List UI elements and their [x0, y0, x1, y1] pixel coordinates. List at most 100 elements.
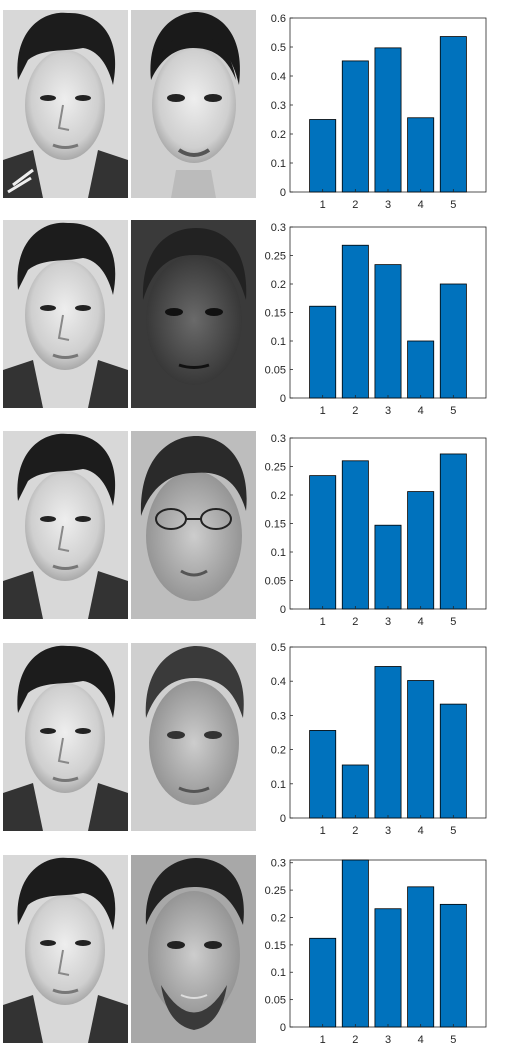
- y-tick-label: 0.3: [271, 222, 286, 234]
- y-tick-label: 0: [280, 604, 286, 616]
- x-tick-label: 5: [450, 199, 456, 211]
- bar-3: [374, 524, 402, 610]
- y-tick-label: 0.5: [271, 642, 286, 654]
- x-tick-label: 4: [418, 616, 424, 628]
- comparison-row-1: 0 0.1 0.2 0.3 0.4 0.5 0.6 1 2 3 4 5: [0, 0, 521, 211]
- boy-glasses-face-image: [131, 431, 256, 619]
- bar-chart-svg: 0 0.1 0.2 0.3 0.4 0.5 0.6 1 2 3 4 5: [271, 13, 487, 211]
- bar-3: [374, 666, 402, 819]
- bar-2: [341, 859, 369, 1028]
- y-tick-label: 0.15: [265, 519, 286, 531]
- y-tick-label: 0.1: [271, 336, 286, 348]
- bar-3: [374, 908, 402, 1028]
- x-tick-label: 1: [320, 1034, 326, 1046]
- y-tick-label: 0.3: [271, 433, 286, 445]
- bar-chart-svg: 0 0.1 0.2 0.3 0.4 0.5 1 2 3 4 5: [271, 642, 487, 837]
- bar-5: [439, 283, 467, 399]
- bar-5: [439, 703, 467, 819]
- bar-4: [407, 117, 435, 193]
- x-tick-label: 3: [385, 405, 391, 417]
- y-tick-label: 0.2: [271, 912, 286, 924]
- y-tick-label: 0.05: [265, 365, 286, 377]
- x-tick-label: 4: [418, 405, 424, 417]
- bearded-man-face-image: [131, 855, 256, 1043]
- bar-chart-2: 0 0.05 0.1 0.15 0.2 0.25 0.3 1 2 3 4 5: [260, 215, 521, 420]
- x-tick-label: 3: [385, 1034, 391, 1046]
- y-tick-label: 0.1: [271, 967, 286, 979]
- y-tick-label: 0.5: [271, 42, 286, 54]
- x-tick-label: 5: [450, 825, 456, 837]
- bar-4: [407, 680, 435, 819]
- bar-2: [341, 244, 369, 399]
- query-face-image: [3, 643, 128, 831]
- x-tick-label: 3: [385, 616, 391, 628]
- y-tick-label: 0.2: [271, 490, 286, 502]
- bar-4: [407, 491, 435, 610]
- query-face-image: [3, 10, 128, 198]
- bar-chart-3: 0 0.05 0.1 0.15 0.2 0.25 0.3 1 2 3 4 5: [260, 428, 521, 633]
- y-tick-label: 0: [280, 1022, 286, 1034]
- bar-3: [374, 264, 402, 399]
- y-tick-label: 0.3: [271, 858, 286, 870]
- y-tick-label: 0.1: [271, 779, 286, 791]
- query-face-image: [3, 855, 128, 1043]
- bar-chart-svg: 0 0.05 0.1 0.15 0.2 0.25 0.3 1 2 3 4 5: [265, 433, 487, 628]
- comparison-row-4: 0 0.1 0.2 0.3 0.4 0.5 1 2 3 4 5: [0, 640, 521, 850]
- y-tick-label: 0.4: [271, 71, 286, 83]
- bar-5: [439, 453, 467, 610]
- y-tick-label: 0.05: [265, 995, 286, 1007]
- x-tick-label: 1: [320, 199, 326, 211]
- bar-1: [309, 119, 337, 193]
- young-man-face-image: [131, 643, 256, 831]
- x-tick-label: 2: [352, 199, 358, 211]
- bar-4: [407, 886, 435, 1028]
- x-tick-label: 3: [385, 199, 391, 211]
- y-tick-label: 0.6: [271, 13, 286, 25]
- bar-chart-4: 0 0.1 0.2 0.3 0.4 0.5 1 2 3 4 5: [260, 640, 521, 845]
- woman-face-image: [131, 10, 256, 198]
- x-tick-label: 5: [450, 616, 456, 628]
- bar-chart-svg: 0 0.05 0.1 0.15 0.2 0.25 0.3 1 2 3 4 5: [265, 222, 487, 417]
- man-face-image: [131, 220, 256, 408]
- y-tick-label: 0.2: [271, 129, 286, 141]
- y-tick-label: 0.1: [271, 158, 286, 170]
- bar-3: [374, 47, 402, 193]
- bar-1: [309, 730, 337, 819]
- x-tick-label: 4: [418, 825, 424, 837]
- y-tick-label: 0: [280, 393, 286, 405]
- x-tick-label: 1: [320, 825, 326, 837]
- bar-5: [439, 903, 467, 1028]
- x-tick-label: 3: [385, 825, 391, 837]
- y-tick-label: 0.25: [265, 251, 286, 263]
- y-tick-label: 0.25: [265, 885, 286, 897]
- y-tick-label: 0.3: [271, 710, 286, 722]
- bar-chart-svg: 0 0.05 0.1 0.15 0.2 0.25 0.3 1 2 3 4 5: [265, 858, 487, 1046]
- bar-4: [407, 340, 435, 399]
- y-tick-label: 0: [280, 187, 286, 199]
- x-tick-label: 2: [352, 825, 358, 837]
- bar-chart-5: 0 0.05 0.1 0.15 0.2 0.25 0.3 1 2 3 4 5: [260, 852, 521, 1052]
- y-tick-label: 0: [280, 813, 286, 825]
- comparison-row-5: 0 0.05 0.1 0.15 0.2 0.25 0.3 1 2 3 4 5: [0, 852, 521, 1059]
- comparison-row-2: 0 0.05 0.1 0.15 0.2 0.25 0.3 1 2 3 4 5: [0, 215, 521, 425]
- y-tick-label: 0.1: [271, 547, 286, 559]
- bar-2: [341, 764, 369, 819]
- x-tick-label: 4: [418, 199, 424, 211]
- y-tick-label: 0.2: [271, 745, 286, 757]
- query-face-image: [3, 220, 128, 408]
- x-tick-label: 1: [320, 616, 326, 628]
- comparison-row-3: 0 0.05 0.1 0.15 0.2 0.25 0.3 1 2 3 4 5: [0, 428, 521, 638]
- y-tick-label: 0.2: [271, 279, 286, 291]
- y-tick-label: 0.4: [271, 676, 286, 688]
- x-tick-label: 2: [352, 405, 358, 417]
- x-tick-label: 2: [352, 616, 358, 628]
- y-tick-label: 0.15: [265, 308, 286, 320]
- bar-chart-1: 0 0.1 0.2 0.3 0.4 0.5 0.6 1 2 3 4 5: [260, 0, 521, 211]
- y-tick-label: 0.25: [265, 462, 286, 474]
- query-face-image: [3, 431, 128, 619]
- y-tick-label: 0.3: [271, 100, 286, 112]
- y-tick-label: 0.05: [265, 576, 286, 588]
- x-tick-label: 1: [320, 405, 326, 417]
- x-tick-label: 5: [450, 1034, 456, 1046]
- x-tick-label: 5: [450, 405, 456, 417]
